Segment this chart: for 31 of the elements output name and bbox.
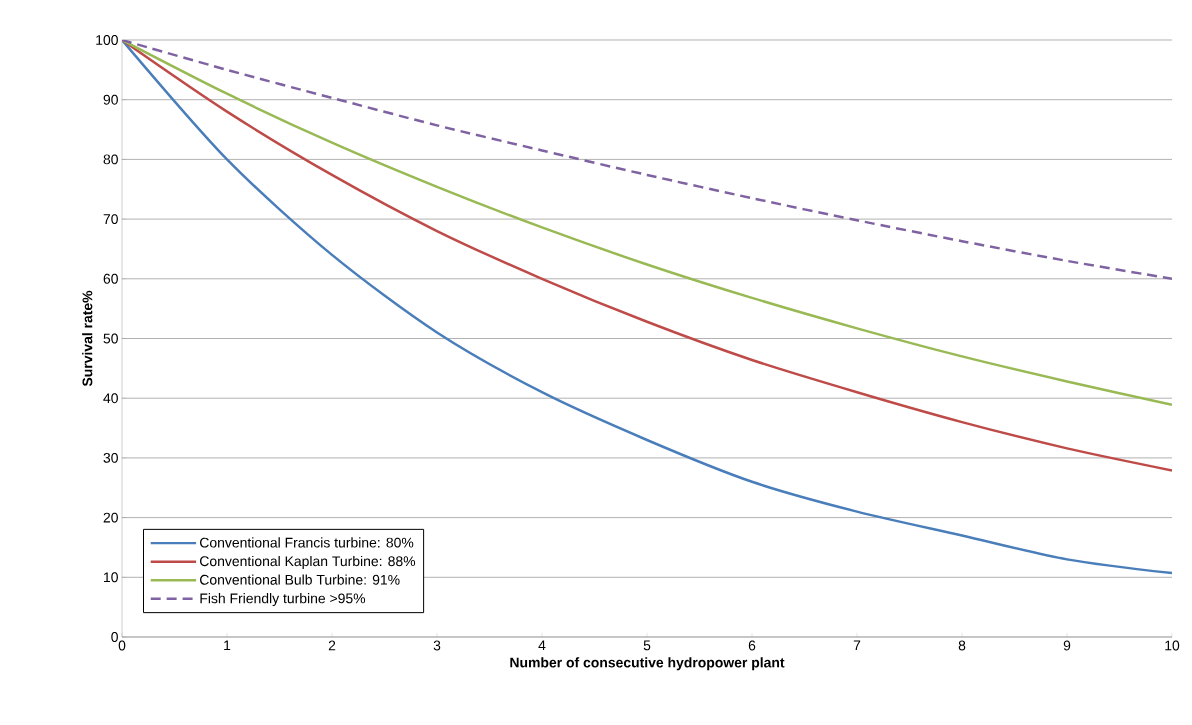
x-tick-label: 5 (643, 640, 651, 651)
y-tick-label: 90 (103, 94, 118, 105)
legend-label: Fish Friendly turbine >95% (200, 593, 366, 607)
x-axis-title: Number of consecutive hydropower plant (510, 657, 785, 671)
x-tick-label: 0 (118, 640, 126, 651)
legend-label: Conventional Francis turbine: 80% (200, 537, 414, 548)
x-tick-label: 9 (1063, 640, 1071, 651)
y-tick-label: 10 (104, 572, 118, 583)
y-tick-label: 30 (103, 452, 118, 463)
x-tick-label: 8 (958, 640, 966, 651)
y-tick-label: 60 (103, 273, 118, 284)
y-tick-label: 20 (103, 512, 118, 523)
line-series (122, 39, 1172, 407)
y-tick-label: 70 (103, 214, 118, 225)
y-tick-label: 0 (111, 632, 118, 642)
legend-label: Conventional Bulb Turbine: 91% (200, 574, 400, 585)
line-series (122, 39, 1172, 281)
y-tick-label: 40 (103, 393, 118, 404)
x-tick-label: 2 (328, 640, 336, 651)
x-tick-label: 6 (748, 640, 756, 651)
y-tick-label: 80 (103, 154, 118, 165)
x-tick-label: 1 (224, 640, 231, 651)
line-series (122, 39, 1172, 472)
y-axis-title: Survival rate% (82, 290, 93, 387)
x-tick-label: 7 (853, 640, 861, 651)
y-tick-label: 100 (96, 35, 118, 45)
legend-label: Conventional Kaplan Turbine: 88% (200, 555, 416, 569)
x-tick-label: 4 (538, 640, 546, 651)
y-tick-label: 50 (103, 333, 118, 344)
x-tick-label: 3 (433, 640, 441, 651)
x-tick-label: 10 (1165, 640, 1180, 651)
